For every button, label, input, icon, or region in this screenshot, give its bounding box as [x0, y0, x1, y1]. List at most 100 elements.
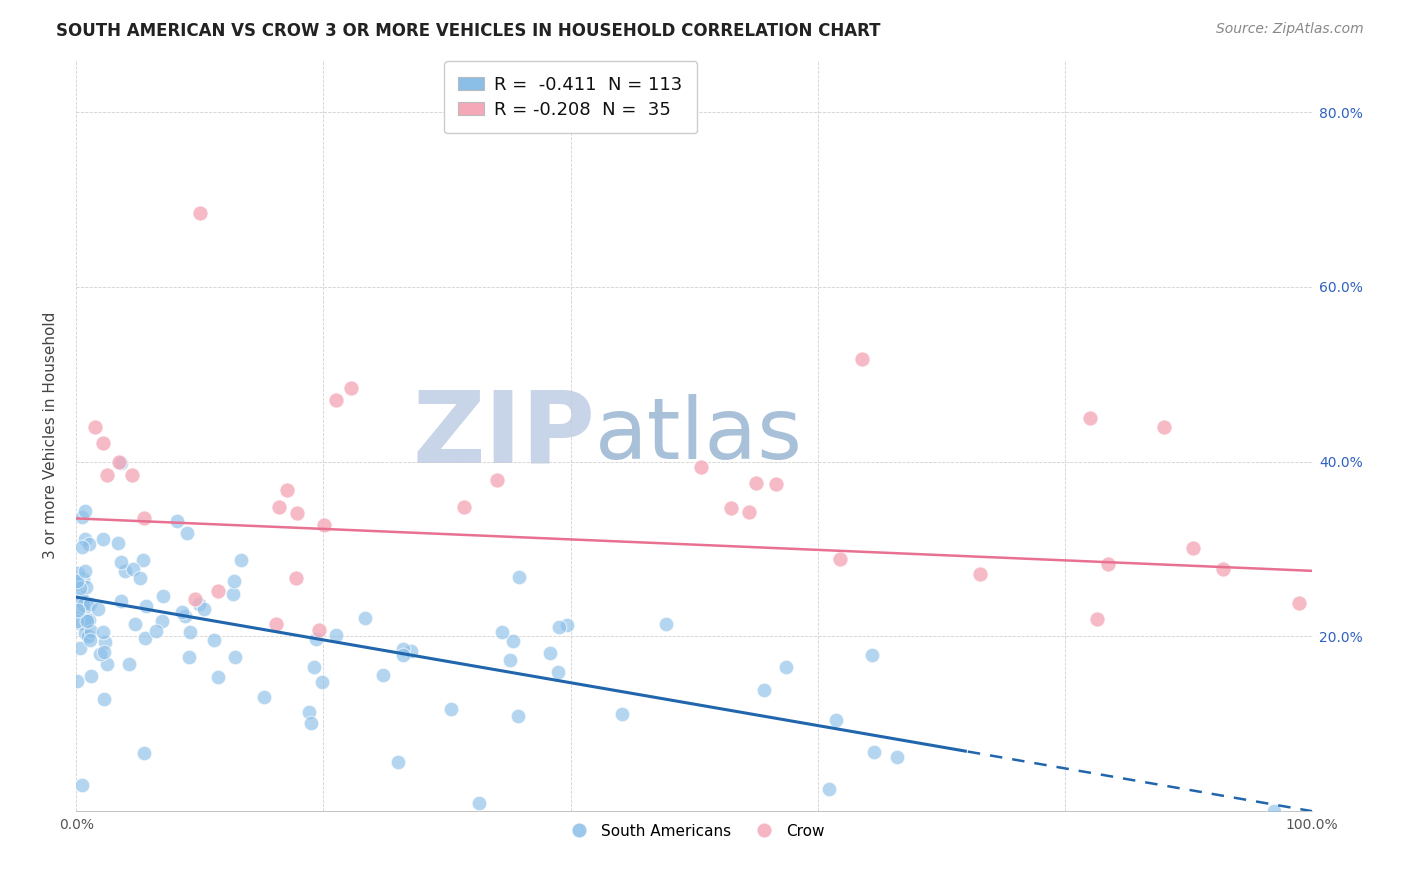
Point [302, 660, 325, 674]
Point [75, 581, 97, 595]
Point [325, 393, 347, 408]
Text: atlas: atlas [595, 394, 803, 477]
Y-axis label: 3 or more Vehicles in Household: 3 or more Vehicles in Household [44, 311, 58, 559]
Point [91, 532, 114, 546]
Point [108, 454, 131, 468]
Point [340, 381, 363, 395]
Point [75, 613, 97, 627]
Point [547, 620, 569, 634]
Point [134, 746, 156, 760]
Point [94, 635, 117, 649]
Point [224, 649, 246, 664]
Point [110, 456, 132, 470]
Point [285, 506, 308, 520]
Point [66, 603, 89, 617]
Point [655, 616, 678, 631]
Point [499, 653, 522, 667]
Point [207, 584, 229, 599]
Point [284, 570, 307, 584]
Point [1085, 612, 1108, 626]
Point [75, 504, 97, 518]
Legend: South Americans, Crow: South Americans, Crow [558, 818, 831, 845]
Point [67, 598, 90, 612]
Point [830, 551, 852, 566]
Point [176, 525, 198, 540]
Point [73, 626, 96, 640]
Point [863, 745, 886, 759]
Point [93, 691, 115, 706]
Point [752, 683, 775, 698]
Point [392, 641, 415, 656]
Point [66, 574, 89, 588]
Point [222, 574, 245, 588]
Point [508, 569, 530, 583]
Point [187, 598, 209, 612]
Point [77, 629, 100, 643]
Point [72, 778, 94, 792]
Point [75, 532, 97, 546]
Point [66, 577, 89, 591]
Point [222, 587, 245, 601]
Point [70, 510, 93, 524]
Point [969, 567, 991, 582]
Point [173, 609, 195, 624]
Point [69, 581, 91, 595]
Point [193, 602, 215, 616]
Point [325, 628, 347, 642]
Point [860, 648, 883, 663]
Point [1182, 541, 1205, 556]
Text: SOUTH AMERICAN VS CROW 3 OR MORE VEHICLES IN HOUSEHOLD CORRELATION CHART: SOUTH AMERICAN VS CROW 3 OR MORE VEHICLE… [56, 22, 880, 40]
Point [118, 657, 141, 672]
Point [75, 618, 97, 632]
Point [170, 605, 193, 619]
Point [79, 669, 101, 683]
Point [132, 553, 155, 567]
Point [96, 467, 118, 482]
Point [267, 500, 290, 515]
Point [720, 501, 742, 516]
Point [80, 624, 103, 638]
Point [825, 713, 848, 727]
Point [1078, 411, 1101, 425]
Point [91, 436, 114, 450]
Point [1212, 562, 1234, 576]
Point [851, 352, 873, 367]
Point [83, 419, 105, 434]
Point [1263, 804, 1285, 818]
Point [886, 749, 908, 764]
Text: ZIP: ZIP [412, 387, 595, 483]
Point [66, 604, 89, 618]
Point [66, 615, 89, 629]
Point [738, 505, 761, 519]
Point [128, 571, 150, 585]
Point [188, 205, 211, 219]
Point [110, 555, 132, 569]
Point [145, 624, 167, 639]
Point [207, 670, 229, 684]
Point [72, 602, 94, 616]
Point [491, 625, 513, 640]
Point [76, 599, 98, 613]
Point [87, 601, 110, 615]
Point [485, 473, 508, 487]
Point [184, 592, 207, 607]
Point [72, 592, 94, 607]
Point [152, 590, 174, 604]
Point [373, 668, 395, 682]
Point [311, 674, 333, 689]
Point [314, 518, 336, 533]
Point [610, 707, 633, 722]
Point [110, 594, 132, 608]
Point [96, 657, 118, 672]
Point [399, 644, 422, 658]
Point [79, 597, 101, 611]
Point [252, 690, 274, 704]
Point [264, 616, 287, 631]
Point [67, 616, 90, 631]
Point [76, 626, 98, 640]
Text: Source: ZipAtlas.com: Source: ZipAtlas.com [1216, 22, 1364, 37]
Point [305, 632, 328, 646]
Point [229, 552, 252, 566]
Point [121, 467, 143, 482]
Point [276, 483, 298, 497]
